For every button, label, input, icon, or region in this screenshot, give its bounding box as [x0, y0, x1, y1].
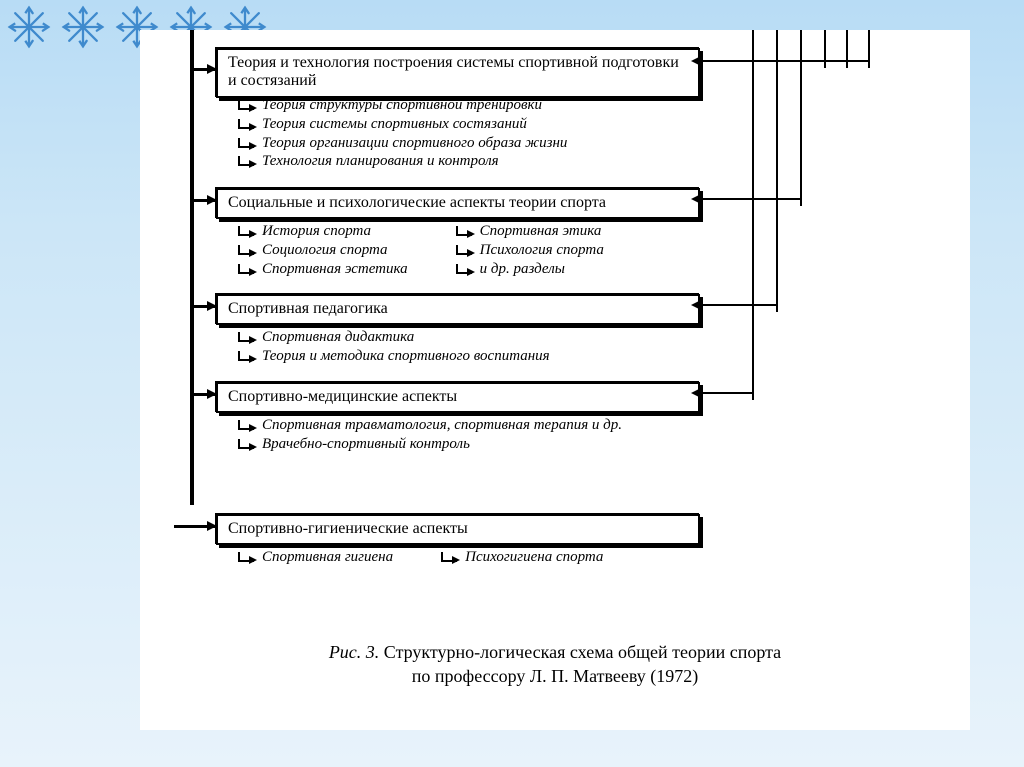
section-box: Спортивно-гигиенические аспекты [216, 514, 700, 545]
sub-item: Врачебно-спортивный контроль [238, 435, 622, 454]
sub-items: Спортивная дидактикаТеория и методика сп… [238, 328, 550, 366]
bus-horizontal [700, 392, 752, 394]
caption-prefix: Рис. 3. [329, 642, 384, 662]
bus-vertical [846, 30, 848, 68]
section-box: Теория и технология построения системы с… [216, 48, 700, 98]
bus-horizontal [700, 198, 800, 200]
arrow-head-icon [691, 194, 701, 204]
sub-item: История спорта [238, 222, 408, 241]
arrow-head-icon [691, 56, 701, 66]
sub-item: Спортивная гигиена [238, 548, 393, 567]
sub-items: Спортивная травматология, спортивная тер… [238, 416, 622, 454]
snowflake-icon [60, 4, 106, 50]
sub-item: и др. разделы [456, 260, 604, 279]
bus-vertical [752, 30, 754, 400]
sub-item: Теория и методика спортивного воспитания [238, 347, 550, 366]
arrow-head-icon [691, 388, 701, 398]
section-box: Спортивно-медицинские аспекты [216, 382, 700, 413]
spine-connector [194, 393, 216, 396]
sub-item: Теория организации спортивного образа жи… [238, 134, 567, 153]
figure-caption: Рис. 3. Структурно-логическая схема обще… [140, 640, 970, 689]
spine-connector [194, 199, 216, 202]
sub-item: Спортивная этика [456, 222, 604, 241]
bus-horizontal [700, 60, 868, 62]
sub-item: Спортивная эстетика [238, 260, 408, 279]
section-box: Социальные и психологические аспекты тео… [216, 188, 700, 219]
bus-vertical [868, 30, 870, 68]
sub-items: Спортивная гигиена Психогигиена спорта [238, 548, 603, 567]
caption-line2: по профессору Л. П. Матвееву (1972) [412, 666, 698, 686]
sub-items: История спортаСоциология спортаСпортивна… [238, 222, 604, 278]
sub-item: Психология спорта [456, 241, 604, 260]
bus-horizontal [700, 304, 776, 306]
bus-vertical [824, 30, 826, 68]
sub-item: Теория системы спортивных состязаний [238, 115, 567, 134]
bus-vertical [800, 30, 802, 206]
bus-vertical [776, 30, 778, 312]
vertical-spine [190, 30, 194, 505]
sub-item: Спортивная травматология, спортивная тер… [238, 416, 622, 435]
spine-connector [174, 525, 216, 528]
sub-item: Технология планирования и контроля [238, 152, 567, 171]
sub-item: Теория структуры спортивной тренировки [238, 96, 567, 115]
caption-line1: Структурно-логическая схема общей теории… [384, 642, 781, 662]
spine-connector [194, 68, 216, 71]
sub-item: Спортивная дидактика [238, 328, 550, 347]
diagram-container: Теория и технология построения системы с… [140, 30, 970, 730]
sub-items: Теория структуры спортивной тренировкиТе… [238, 96, 567, 171]
arrow-head-icon [691, 300, 701, 310]
section-box: Спортивная педагогика [216, 294, 700, 325]
sub-item: Психогигиена спорта [441, 548, 603, 567]
spine-connector [194, 305, 216, 308]
snowflake-icon [6, 4, 52, 50]
sub-item: Социология спорта [238, 241, 408, 260]
